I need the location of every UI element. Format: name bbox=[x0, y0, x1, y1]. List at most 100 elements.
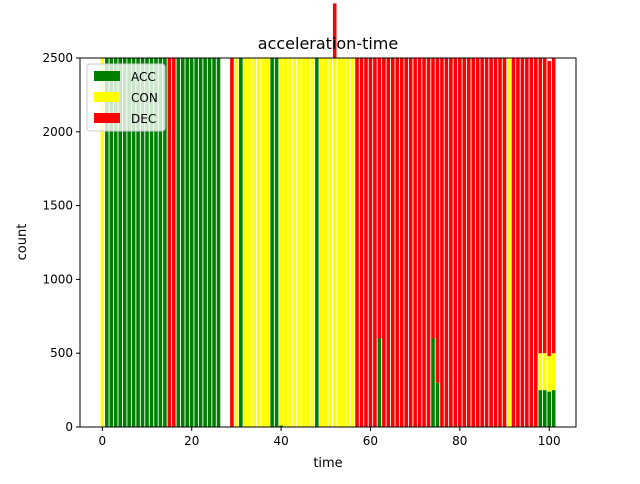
bar-dec-86 bbox=[484, 58, 489, 427]
bar-acc-24 bbox=[207, 58, 212, 427]
bar-acc-3 bbox=[113, 58, 118, 427]
bar-dec-81 bbox=[462, 58, 467, 427]
bar-acc-9 bbox=[140, 58, 145, 427]
bar-dec-66 bbox=[395, 58, 400, 427]
bar-dec-79 bbox=[453, 58, 458, 427]
bar-dec-88 bbox=[493, 58, 498, 427]
x-tick-label: 20 bbox=[184, 434, 199, 448]
legend-label-acc: ACC bbox=[131, 70, 156, 84]
bar-dec-94 bbox=[520, 58, 525, 427]
bar-con-52 bbox=[332, 58, 337, 427]
bar-con-34 bbox=[252, 58, 257, 427]
bar-con-53 bbox=[337, 58, 341, 427]
bar-dec-84 bbox=[475, 58, 480, 427]
bar-dec-62 bbox=[377, 58, 382, 339]
bar-con-42 bbox=[288, 58, 292, 427]
legend: ACC CON DEC bbox=[86, 63, 166, 132]
bar-acc-25 bbox=[212, 58, 216, 427]
bar-dec-67 bbox=[399, 58, 404, 427]
plot-frame bbox=[79, 57, 577, 428]
bar-dec-97 bbox=[533, 58, 538, 427]
bar-con-41 bbox=[283, 58, 288, 427]
bar-acc-20 bbox=[189, 58, 194, 427]
bar-acc-4 bbox=[118, 58, 123, 427]
bar-dec-85 bbox=[480, 58, 484, 427]
bar-dec-29 bbox=[230, 58, 234, 427]
x-axis-ticks: 0 20 40 60 80 100 bbox=[99, 427, 561, 448]
bar-acc-100 bbox=[547, 391, 551, 427]
chart-title: acceleration-time bbox=[258, 34, 398, 53]
bar-dec-96 bbox=[529, 58, 534, 427]
bar-con-30 bbox=[234, 58, 239, 427]
legend-label-dec: DEC bbox=[131, 112, 156, 126]
bar-dec-61 bbox=[373, 58, 377, 427]
bar-acc-23 bbox=[203, 58, 207, 427]
bar-acc-1 bbox=[105, 58, 109, 427]
bar-dec-95 bbox=[525, 58, 529, 427]
bar-acc-31 bbox=[239, 58, 243, 427]
bar-dec-89 bbox=[498, 58, 502, 427]
bar-acc-101 bbox=[551, 390, 556, 427]
y-tick-label: 1500 bbox=[42, 199, 73, 213]
bar-dec-68 bbox=[404, 58, 408, 427]
bar-acc-26 bbox=[216, 58, 221, 427]
x-tick-label: 80 bbox=[452, 434, 467, 448]
bar-dec-65 bbox=[391, 58, 395, 427]
bar-acc-17 bbox=[176, 58, 181, 427]
bar-acc-7 bbox=[131, 58, 136, 427]
bar-con-40 bbox=[279, 58, 283, 426]
bar-con-49 bbox=[319, 58, 324, 427]
bar-dec-100 bbox=[547, 60, 551, 357]
bar-con-101 bbox=[551, 353, 556, 391]
bars-group bbox=[100, 3, 556, 427]
bar-dec-59 bbox=[364, 58, 368, 427]
x-tick-label: 60 bbox=[363, 434, 378, 448]
bar-dec-78 bbox=[449, 58, 453, 427]
bar-acc-18 bbox=[180, 58, 185, 427]
y-tick-label: 0 bbox=[65, 420, 73, 434]
y-tick-label: 2000 bbox=[42, 125, 73, 139]
legend-swatch-con bbox=[94, 92, 120, 102]
bar-dec-71 bbox=[417, 58, 422, 427]
bar-dec-77 bbox=[444, 58, 449, 427]
bar-dec-82 bbox=[466, 58, 471, 427]
bar-dec-76 bbox=[440, 58, 444, 427]
bar-con-45 bbox=[301, 58, 306, 427]
bar-con-43 bbox=[292, 58, 297, 427]
bar-acc-38 bbox=[270, 58, 274, 427]
bar-dec-16 bbox=[172, 58, 176, 427]
bar-dec-101 bbox=[551, 58, 556, 354]
bar-dec-58 bbox=[359, 58, 364, 427]
y-axis-label: count bbox=[15, 224, 30, 261]
bar-acc-62 bbox=[377, 338, 382, 427]
y-tick-label: 2500 bbox=[42, 51, 73, 65]
bar-acc-5 bbox=[122, 58, 127, 427]
bar-dec-93 bbox=[516, 58, 520, 427]
y-tick-label: 1000 bbox=[42, 272, 73, 286]
bar-dec-69 bbox=[408, 58, 413, 427]
bar-con-32 bbox=[243, 58, 248, 427]
bar-dec-98 bbox=[538, 58, 543, 354]
bar-acc-98 bbox=[538, 390, 543, 427]
bar-dec-57 bbox=[355, 58, 359, 427]
bar-dec-74 bbox=[431, 58, 435, 339]
bar-dec-90 bbox=[502, 58, 507, 427]
bar-con-99 bbox=[542, 353, 547, 391]
bar-acc-13 bbox=[158, 58, 163, 427]
legend-swatch-acc bbox=[94, 71, 120, 81]
bar-con-44 bbox=[297, 58, 301, 427]
bar-dec-73 bbox=[426, 58, 431, 427]
bar-acc-48 bbox=[315, 58, 319, 427]
bar-dec-15 bbox=[167, 58, 172, 427]
bar-con-33 bbox=[248, 58, 252, 427]
bar-acc-11 bbox=[149, 58, 154, 427]
bar-dec-60 bbox=[368, 58, 373, 427]
legend-label-con: CON bbox=[131, 91, 158, 105]
bar-acc-2 bbox=[109, 58, 114, 427]
bar-con-56 bbox=[350, 58, 355, 427]
bar-dec-87 bbox=[489, 58, 493, 427]
bar-con-35 bbox=[256, 58, 261, 427]
bar-dec-72 bbox=[422, 58, 426, 427]
bar-con-100 bbox=[547, 356, 551, 392]
